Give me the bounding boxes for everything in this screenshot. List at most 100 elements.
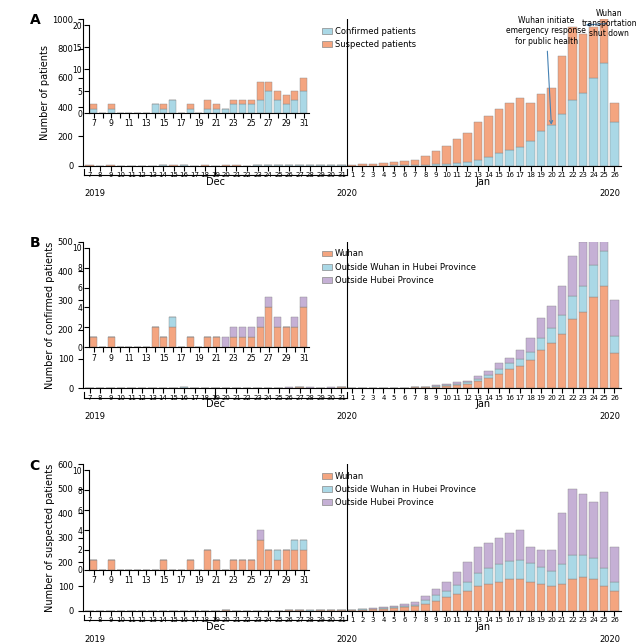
Bar bbox=[526, 338, 534, 352]
Bar bbox=[432, 151, 440, 164]
Bar bbox=[526, 103, 534, 141]
Bar bbox=[589, 579, 598, 611]
Bar bbox=[421, 601, 429, 604]
Bar bbox=[432, 589, 440, 595]
Bar bbox=[568, 296, 577, 320]
Bar bbox=[547, 88, 556, 125]
Bar bbox=[295, 387, 304, 388]
Bar bbox=[484, 584, 493, 611]
Text: 2019: 2019 bbox=[84, 412, 105, 421]
Bar bbox=[453, 585, 461, 593]
Bar bbox=[495, 565, 503, 581]
Bar bbox=[495, 363, 503, 369]
Bar bbox=[463, 562, 472, 581]
Bar bbox=[568, 26, 577, 100]
Bar bbox=[442, 386, 451, 388]
Bar bbox=[547, 550, 556, 570]
Bar bbox=[474, 122, 482, 159]
Bar bbox=[568, 257, 577, 296]
Text: Wuhan
transportation
shut down: Wuhan transportation shut down bbox=[582, 8, 637, 39]
Bar bbox=[537, 94, 545, 131]
Bar bbox=[411, 606, 419, 611]
Bar bbox=[516, 147, 524, 166]
Text: Jan: Jan bbox=[476, 622, 491, 632]
Bar bbox=[337, 387, 346, 388]
Bar bbox=[453, 593, 461, 611]
Bar bbox=[537, 584, 545, 611]
Bar bbox=[453, 383, 461, 384]
Y-axis label: Number of confirmed patients: Number of confirmed patients bbox=[45, 241, 55, 389]
Text: Jan: Jan bbox=[476, 177, 491, 186]
Bar bbox=[474, 159, 482, 166]
Bar bbox=[495, 374, 503, 388]
Bar bbox=[390, 608, 398, 611]
Bar bbox=[400, 161, 409, 165]
Bar bbox=[611, 103, 619, 122]
Bar bbox=[369, 610, 377, 611]
Bar bbox=[568, 320, 577, 388]
Bar bbox=[579, 577, 588, 611]
Bar bbox=[453, 385, 461, 388]
Bar bbox=[380, 608, 388, 609]
Bar bbox=[421, 604, 429, 611]
Bar bbox=[432, 595, 440, 601]
Bar bbox=[516, 98, 524, 147]
Bar bbox=[558, 334, 566, 388]
Bar bbox=[369, 164, 377, 165]
Bar bbox=[463, 384, 472, 388]
Bar bbox=[579, 312, 588, 388]
Bar bbox=[474, 547, 482, 573]
Bar bbox=[558, 565, 566, 584]
Text: 2020: 2020 bbox=[600, 635, 621, 643]
Bar bbox=[421, 165, 429, 166]
Bar bbox=[547, 343, 556, 388]
Bar bbox=[337, 165, 346, 166]
Bar bbox=[400, 606, 409, 608]
Bar bbox=[442, 384, 451, 385]
Bar bbox=[547, 328, 556, 343]
Bar bbox=[579, 93, 588, 166]
Text: 2020: 2020 bbox=[336, 190, 357, 199]
Bar bbox=[579, 285, 588, 312]
Bar bbox=[390, 606, 398, 607]
Bar bbox=[526, 581, 534, 611]
Bar bbox=[558, 285, 566, 315]
Bar bbox=[463, 381, 472, 382]
Bar bbox=[611, 592, 619, 611]
Bar bbox=[411, 387, 419, 388]
Text: Jan: Jan bbox=[476, 399, 491, 410]
Bar bbox=[453, 163, 461, 166]
Bar bbox=[400, 608, 409, 611]
Bar bbox=[442, 597, 451, 611]
Bar bbox=[537, 318, 545, 338]
Bar bbox=[411, 604, 419, 606]
Bar bbox=[558, 513, 566, 565]
Bar bbox=[484, 378, 493, 388]
Bar bbox=[579, 242, 588, 285]
Bar bbox=[600, 586, 608, 611]
Bar bbox=[516, 359, 524, 367]
Text: Dec: Dec bbox=[206, 399, 225, 410]
Bar bbox=[589, 26, 598, 78]
Bar bbox=[526, 141, 534, 166]
Bar bbox=[547, 570, 556, 586]
Bar bbox=[474, 586, 482, 611]
Text: Dec: Dec bbox=[206, 177, 225, 186]
Text: 2019: 2019 bbox=[84, 635, 105, 643]
Text: 2020: 2020 bbox=[600, 412, 621, 421]
Bar bbox=[442, 590, 451, 597]
Bar bbox=[495, 153, 503, 166]
Bar bbox=[600, 183, 608, 251]
Bar bbox=[579, 34, 588, 93]
Legend: Wuhan, Outside Wuhan in Hubei Province, Outside Hubei Province: Wuhan, Outside Wuhan in Hubei Province, … bbox=[319, 246, 479, 288]
Bar bbox=[611, 353, 619, 388]
Bar bbox=[526, 352, 534, 361]
Text: A: A bbox=[29, 14, 40, 28]
Bar bbox=[390, 607, 398, 608]
Bar bbox=[285, 610, 293, 611]
Text: 2019: 2019 bbox=[84, 190, 105, 199]
Bar bbox=[537, 550, 545, 567]
Bar bbox=[568, 555, 577, 579]
Bar bbox=[516, 579, 524, 611]
Text: Wuhan initiate
emergency response
for public health: Wuhan initiate emergency response for pu… bbox=[506, 16, 586, 123]
